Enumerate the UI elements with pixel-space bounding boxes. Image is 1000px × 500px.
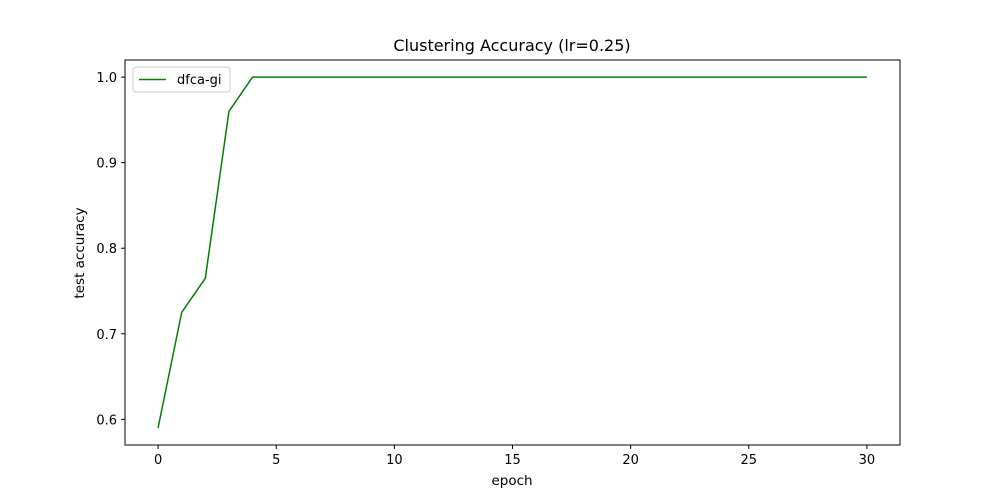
legend: dfca-gi [132, 66, 231, 93]
x-tick-label: 15 [504, 453, 521, 468]
y-tick-label: 0.6 [96, 413, 117, 428]
x-axis-label: epoch [491, 473, 532, 489]
plot-area [157, 76, 867, 429]
series-line-dfca-gi [157, 76, 867, 429]
y-tick-label: 1.0 [96, 71, 117, 86]
x-tick-label: 25 [741, 453, 758, 468]
y-axis-label: test accuracy [72, 207, 88, 298]
x-tick-label: 0 [154, 453, 162, 468]
y-tick-label: 0.8 [96, 242, 117, 257]
y-tick-label: 0.7 [96, 328, 117, 343]
chart-title: Clustering Accuracy (lr=0.25) [393, 36, 630, 55]
x-tick-label: 20 [622, 453, 639, 468]
x-tick-label: 5 [272, 453, 280, 468]
y-tick-label: 0.9 [96, 157, 117, 172]
legend-label: dfca-gi [177, 73, 222, 88]
legend-box [132, 66, 231, 93]
x-tick-label: 10 [386, 453, 403, 468]
axes: 0 5 10 15 20 25 30 0.6 0.7 0.8 0.9 1.0 [96, 59, 901, 468]
x-tick-label: 30 [859, 453, 876, 468]
